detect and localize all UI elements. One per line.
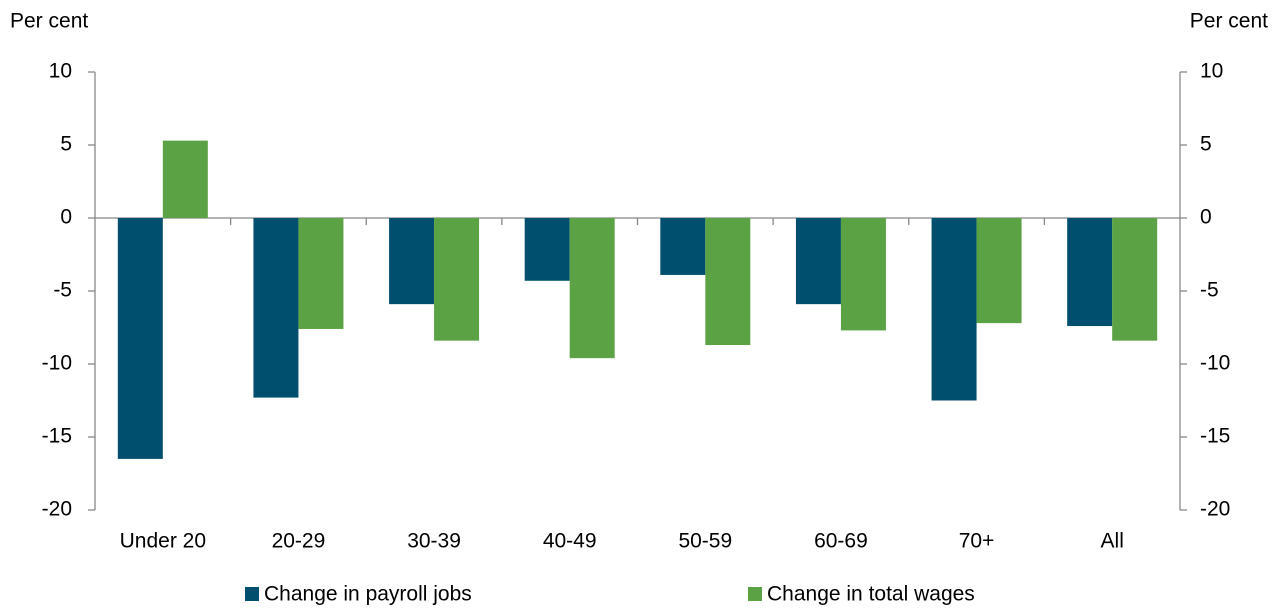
y-axis-label: Per cent xyxy=(10,10,88,33)
y-tick-label: -15 xyxy=(42,425,72,448)
y2-tick-label: -20 xyxy=(1200,498,1230,521)
bar xyxy=(1112,218,1158,341)
y-tick-label: 5 xyxy=(60,133,72,156)
x-tick-label: 60-69 xyxy=(814,530,868,553)
y2-tick-label: -10 xyxy=(1200,352,1230,375)
legend-label: Change in payroll jobs xyxy=(264,583,472,606)
bar xyxy=(976,218,1022,324)
x-tick-label: All xyxy=(1101,530,1124,553)
bar xyxy=(253,218,299,398)
y-tick-label: -20 xyxy=(42,498,72,521)
bar xyxy=(795,218,841,305)
y2-axis-label: Per cent xyxy=(1190,10,1268,33)
bar xyxy=(434,218,480,341)
y-tick-label: -10 xyxy=(42,352,72,375)
y-tick-label: 10 xyxy=(49,60,72,83)
y2-tick-label: 10 xyxy=(1200,60,1223,83)
x-tick-label: 20-29 xyxy=(272,530,326,553)
bar xyxy=(524,218,570,281)
y2-tick-label: 0 xyxy=(1200,206,1212,229)
bar xyxy=(705,218,751,346)
bar xyxy=(389,218,435,305)
y2-tick-label: 5 xyxy=(1200,133,1212,156)
bar xyxy=(660,218,706,275)
bar xyxy=(117,218,163,459)
y2-tick-label: -15 xyxy=(1200,425,1230,448)
bar xyxy=(931,218,977,401)
y2-tick-label: -5 xyxy=(1200,279,1219,302)
legend-swatch xyxy=(748,587,762,601)
x-tick-label: 40-49 xyxy=(543,530,597,553)
bar xyxy=(569,218,615,359)
y-tick-label: 0 xyxy=(60,206,72,229)
legend-label: Change in total wages xyxy=(767,583,975,606)
bar xyxy=(840,218,886,331)
y-tick-label: -5 xyxy=(53,279,72,302)
x-tick-label: 30-39 xyxy=(407,530,461,553)
bar xyxy=(1067,218,1113,327)
x-tick-label: 70+ xyxy=(959,530,995,553)
legend-swatch xyxy=(245,587,259,601)
bar xyxy=(298,218,344,329)
x-tick-label: Under 20 xyxy=(120,530,206,553)
bar xyxy=(162,140,208,218)
x-tick-label: 50-59 xyxy=(678,530,732,553)
